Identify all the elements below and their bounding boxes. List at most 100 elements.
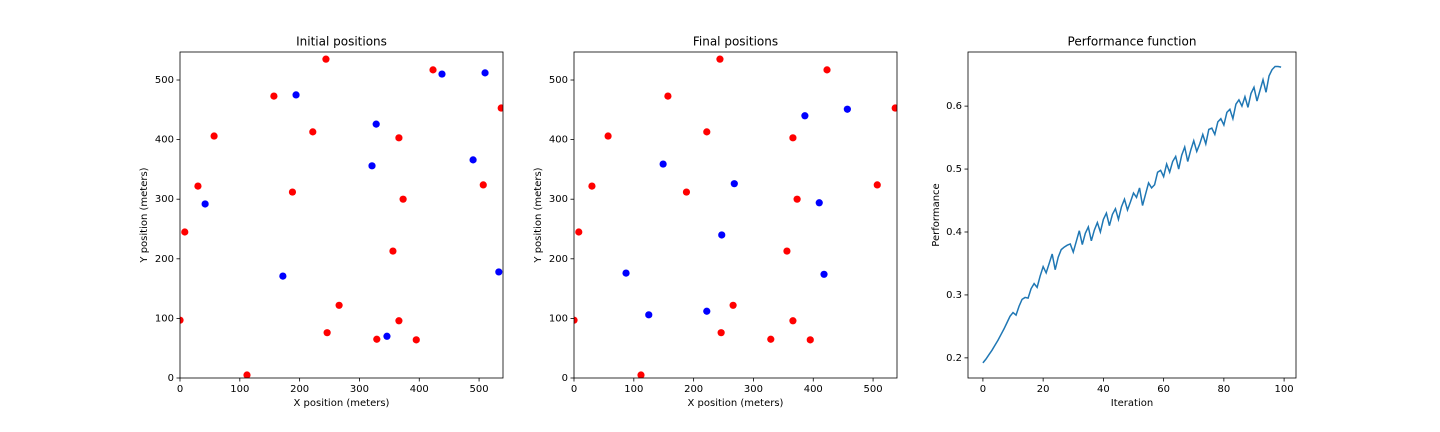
scatter-point <box>783 247 791 255</box>
scatter-point <box>789 317 797 325</box>
scatter-point <box>323 329 331 337</box>
scatter-point <box>279 272 287 280</box>
scatter-point <box>383 332 391 340</box>
scatter-point <box>891 104 897 112</box>
subplot: 0 20 40 60 80 100 0.2 0.3 0.4 0.5 0.6 Performance f… <box>931 35 1297 409</box>
x-tick-label: 300 <box>744 384 763 395</box>
x-tick-label: 300 <box>350 384 369 395</box>
x-tick-label: 100 <box>624 384 643 395</box>
x-tick-label: 200 <box>684 384 703 395</box>
x-tick-label: 40 <box>1097 384 1110 395</box>
y-tick-label: 300 <box>155 194 174 205</box>
scatter-point <box>429 66 437 74</box>
scatter-point <box>438 70 446 78</box>
subplot: 0 100 200 300 400 500 0 100 200 300 400 500 Final po… <box>533 35 898 409</box>
scatter-point <box>588 182 596 190</box>
scatter-point <box>820 270 828 278</box>
y-tick-label: 0.4 <box>946 227 962 238</box>
scatter-point <box>479 181 487 189</box>
subplot: 0 100 200 300 400 500 0 100 200 300 400 500 Initial … <box>139 35 504 409</box>
scatter-point <box>469 156 477 164</box>
scatter-point <box>718 231 726 239</box>
x-tick-label: 100 <box>1275 384 1294 395</box>
x-tick-label: 0 <box>980 384 986 395</box>
x-tick-label: 0 <box>571 384 577 395</box>
scatter-point <box>270 92 278 100</box>
scatter-point <box>395 317 403 325</box>
chart-title: Initial positions <box>296 35 387 49</box>
scatter-point <box>682 188 691 196</box>
scatter-point <box>730 180 738 188</box>
y-tick-label: 300 <box>549 194 568 205</box>
scatter-point <box>604 132 612 140</box>
line-series <box>982 65 1282 364</box>
x-axis-label: Iteration <box>1111 398 1153 409</box>
x-axis-label: X position (meters) <box>688 398 784 409</box>
scatter-point <box>574 316 578 324</box>
scatter-point <box>793 195 801 203</box>
scatter-point <box>497 104 503 112</box>
y-axis-label: Y position (meters) <box>139 167 150 263</box>
scatter-point <box>210 132 218 140</box>
y-tick-label: 500 <box>155 75 174 86</box>
plot-area <box>982 65 1282 364</box>
scatter-point <box>801 112 809 120</box>
y-tick-label: 500 <box>549 75 568 86</box>
scatter-point <box>180 316 184 324</box>
x-tick-label: 500 <box>864 384 883 395</box>
scatter-point <box>729 301 737 309</box>
x-tick-label: 20 <box>1037 384 1050 395</box>
x-tick-label: 100 <box>230 384 249 395</box>
scatter-point <box>703 307 711 315</box>
scatter-point <box>335 301 343 309</box>
y-tick-label: 0 <box>168 373 174 384</box>
scatter-point <box>481 69 489 77</box>
scatter-point <box>767 335 775 343</box>
y-tick-label: 100 <box>549 313 568 324</box>
y-axis-label: Y position (meters) <box>533 167 544 263</box>
axes-frame <box>573 51 898 379</box>
scatter-point <box>806 336 814 344</box>
scatter-point <box>201 200 209 208</box>
x-tick-label: 400 <box>804 384 823 395</box>
axes-frame <box>179 51 504 379</box>
scatter-point <box>495 268 503 276</box>
x-tick-label: 0 <box>177 384 183 395</box>
scatter-point <box>373 335 381 343</box>
x-tick-label: 60 <box>1157 384 1170 395</box>
y-tick-label: 0 <box>562 373 568 384</box>
scatter-point <box>395 134 403 142</box>
x-tick-label: 400 <box>410 384 429 395</box>
scatter-point <box>292 91 300 99</box>
scatter-point <box>181 228 189 236</box>
x-tick-label: 80 <box>1217 384 1230 395</box>
y-tick-label: 400 <box>549 135 568 146</box>
scatter-point <box>288 188 297 196</box>
scatter-point <box>575 228 583 236</box>
scatter-point <box>399 195 407 203</box>
scatter-point <box>664 92 672 100</box>
y-axis-label: Performance <box>931 183 942 246</box>
scatter-point <box>823 66 831 74</box>
scatter-point <box>622 269 630 277</box>
y-tick-label: 400 <box>155 135 174 146</box>
scatter-point <box>372 120 380 128</box>
y-tick-label: 200 <box>155 254 174 265</box>
scatter-point <box>322 55 330 63</box>
scatter-point <box>843 105 851 113</box>
scatter-point <box>637 371 645 378</box>
y-tick-label: 0.3 <box>946 290 962 301</box>
y-tick-label: 0.5 <box>946 164 962 175</box>
axes-frame <box>967 51 1297 379</box>
scatter-point <box>194 182 202 190</box>
scatter-point <box>873 181 881 189</box>
x-tick-label: 200 <box>290 384 309 395</box>
scatter-point <box>789 134 797 142</box>
plot-area <box>180 55 503 378</box>
x-axis-label: X position (meters) <box>294 398 390 409</box>
scatter-point <box>368 162 376 170</box>
scatter-point <box>309 128 317 136</box>
y-tick-label: 0.6 <box>946 101 962 112</box>
scatter-point <box>717 329 725 337</box>
scatter-point <box>703 128 711 136</box>
